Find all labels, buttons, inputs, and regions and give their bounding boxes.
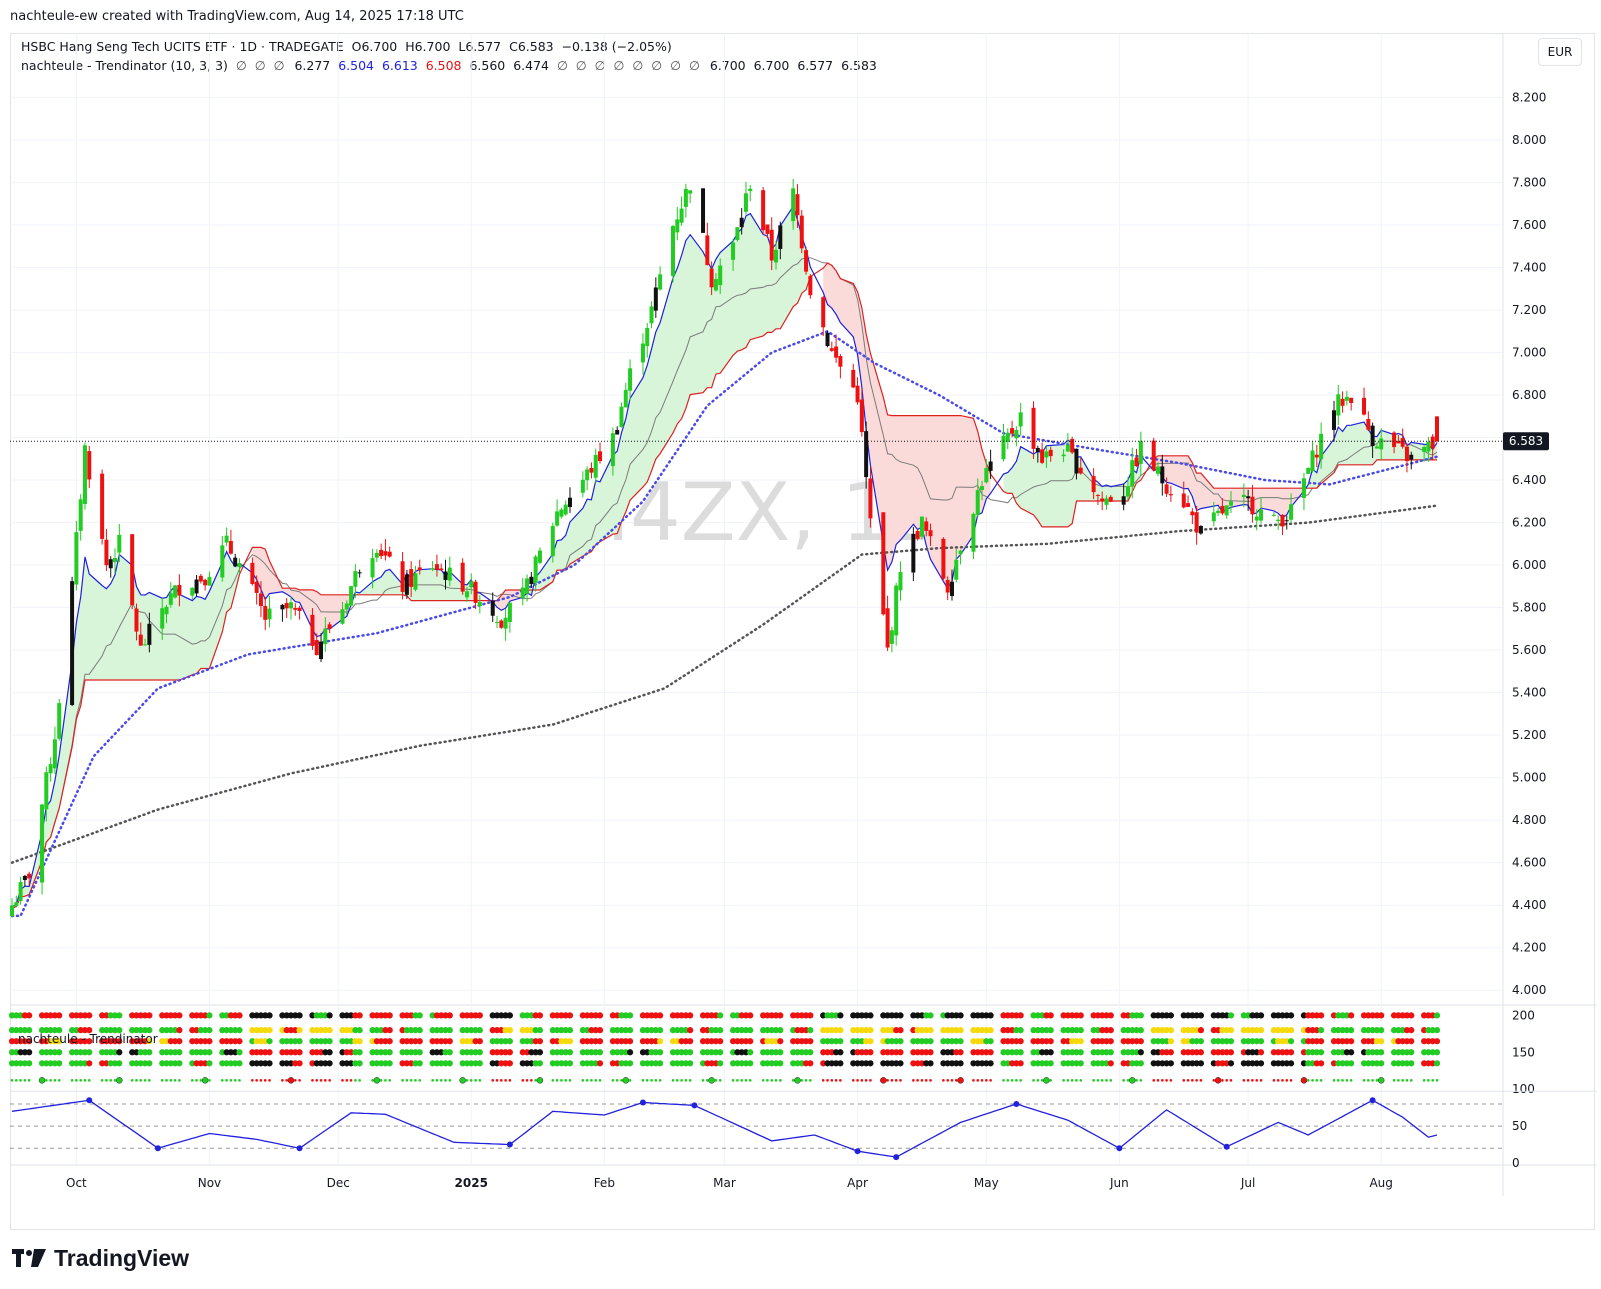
tradingview-logo-icon — [12, 1248, 46, 1267]
indicator-value-1: 6.277 — [294, 58, 331, 73]
tradingview-logo[interactable]: TradingView — [12, 1245, 189, 1272]
oscillator-title: nachteule - Trendinator — [18, 1032, 158, 1046]
currency-button[interactable]: EUR — [1538, 38, 1582, 66]
close-value: 6.583 — [517, 39, 554, 54]
low-label: L — [458, 39, 466, 54]
change-value: −0.138 (−2.05%) — [561, 39, 672, 54]
indicator-value-7: 6.700 — [709, 58, 746, 73]
high-value: 6.700 — [414, 39, 451, 54]
attribution: nachteule-ew created with TradingView.co… — [10, 9, 464, 24]
indicator-value-6: 6.474 — [513, 58, 549, 73]
close-label: C — [509, 39, 518, 54]
open-value: 6.700 — [361, 39, 398, 54]
open-label: O — [351, 39, 362, 54]
high-label: H — [405, 39, 415, 54]
symbol-legend: HSBC Hang Seng Tech UCITS ETF · 1D · TRA… — [21, 39, 672, 54]
symbol-title: HSBC Hang Seng Tech UCITS ETF · 1D · TRA… — [21, 39, 344, 54]
indicator-legend: nachteule - Trendinator (10, 3, 3) ∅ ∅ ∅… — [21, 58, 877, 73]
indicator-value-5: 6.560 — [469, 58, 506, 73]
chart-frame — [10, 33, 1595, 1230]
indicator-value-8: 6.700 — [753, 58, 790, 73]
brand-name: TradingView — [54, 1245, 190, 1271]
indicator-value-4: 6.508 — [425, 58, 462, 73]
indicator-value-2: 6.504 — [338, 58, 374, 73]
indicator-value-9: 6.577 — [797, 58, 834, 73]
indicator-value-3: 6.613 — [381, 58, 418, 73]
indicator-empty-values-a: ∅ ∅ ∅ — [235, 58, 287, 73]
low-value: 6.577 — [465, 39, 502, 54]
indicator-value-10: 6.583 — [841, 58, 877, 73]
indicator-empty-values-b: ∅ ∅ ∅ ∅ ∅ ∅ ∅ ∅ — [556, 58, 702, 73]
indicator-name: nachteule - Trendinator (10, 3, 3) — [21, 58, 228, 73]
